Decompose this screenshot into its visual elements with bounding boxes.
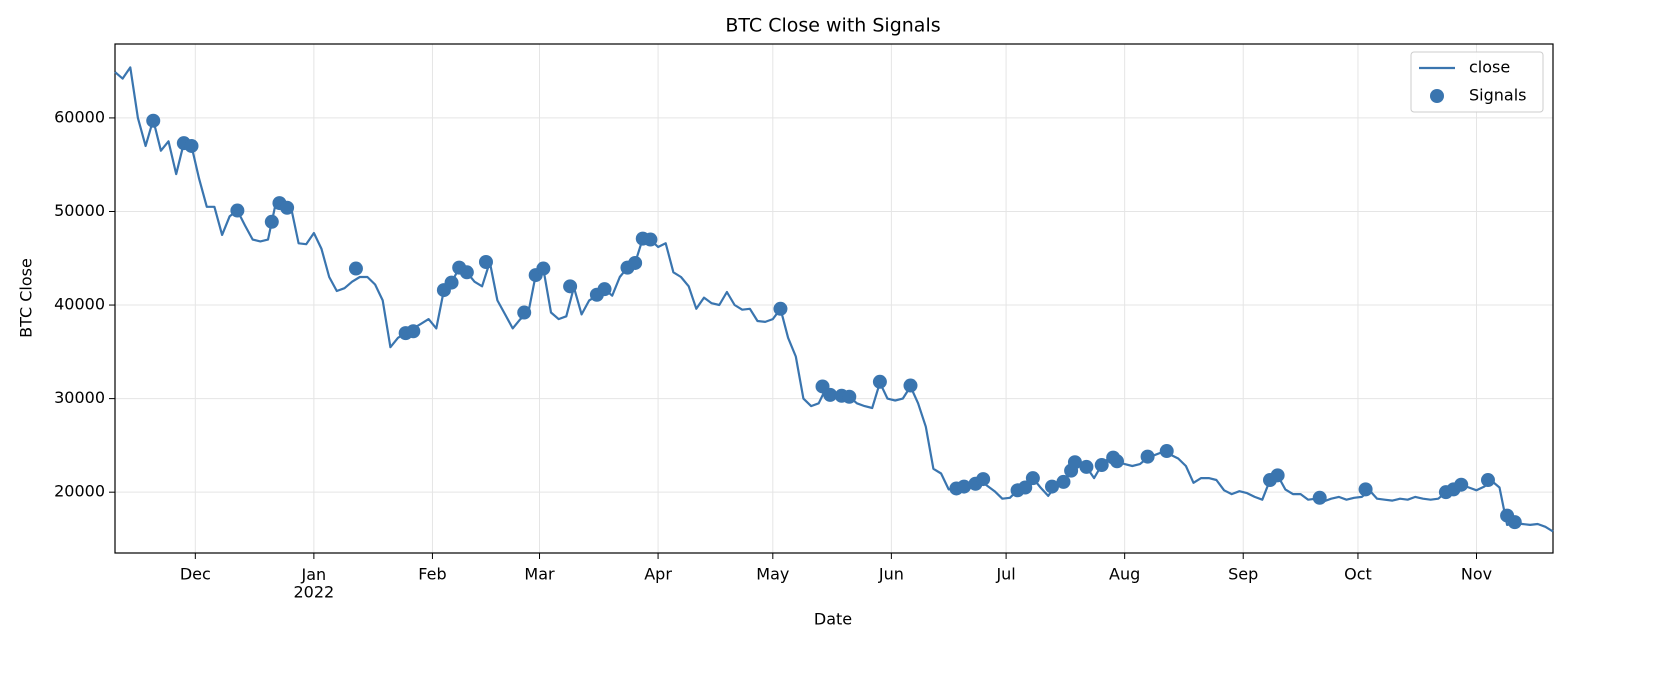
signal-point: [280, 200, 295, 215]
signal-point: [1110, 454, 1125, 469]
price-line: [114, 66, 1554, 533]
y-tick-label: 30000: [54, 388, 105, 407]
x-tick-label: Oct: [1344, 565, 1372, 584]
signal-point: [406, 324, 421, 339]
signal-point: [563, 279, 578, 294]
x-tick-label: Feb: [418, 565, 446, 584]
x-tick-label: Dec: [180, 565, 211, 584]
signal-point: [348, 261, 363, 276]
signal-point: [903, 378, 918, 393]
y-tick-label: 20000: [54, 482, 105, 501]
y-tick-label: 50000: [54, 201, 105, 220]
y-tick-label: 40000: [54, 295, 105, 314]
signal-point: [1270, 468, 1285, 483]
signal-point: [1480, 473, 1495, 488]
legend-label: Signals: [1469, 86, 1526, 105]
x-tick-label: Apr: [644, 565, 672, 584]
x-tick-label: May: [756, 565, 789, 584]
x-tick-label: Jun: [878, 565, 904, 584]
signal-point: [478, 255, 493, 270]
signal-point: [459, 265, 474, 280]
x-axis-label: Date: [814, 610, 852, 629]
signal-point: [1056, 474, 1071, 489]
x-tick-label: Sep: [1228, 565, 1258, 584]
signal-point: [230, 203, 245, 218]
signal-point: [1358, 482, 1373, 497]
signal-point: [1094, 458, 1109, 473]
signal-point: [643, 232, 658, 247]
signal-point: [517, 305, 532, 320]
signal-point: [957, 479, 972, 494]
signal-point: [1067, 455, 1082, 470]
signal-point: [773, 301, 788, 316]
signal-point: [1454, 477, 1469, 492]
signal-point: [1025, 471, 1040, 486]
signal-point: [597, 282, 612, 297]
signal-point: [1312, 490, 1327, 505]
signal-point: [842, 389, 857, 404]
signal-point: [264, 214, 279, 229]
legend-swatch: [1430, 89, 1444, 103]
signal-point: [1507, 515, 1522, 530]
signal-point: [444, 275, 459, 290]
plot-frame: [114, 43, 1554, 554]
signal-point: [1018, 480, 1033, 495]
x-tick-label: Aug: [1109, 565, 1140, 584]
signal-point: [823, 387, 838, 402]
signal-point: [628, 255, 643, 270]
signal-point: [184, 138, 199, 153]
signal-point: [1044, 479, 1059, 494]
signal-point: [872, 374, 887, 389]
chart-title: BTC Close with Signals: [725, 15, 940, 37]
x-tick-label: Nov: [1461, 565, 1492, 584]
signal-point: [1140, 449, 1155, 464]
signal-point: [146, 113, 161, 128]
signal-point: [1159, 444, 1174, 459]
x-tick-label: Jul: [995, 565, 1015, 584]
x-tick-label: Mar: [524, 565, 555, 584]
y-tick-label: 60000: [54, 107, 105, 126]
legend: close Signals: [1410, 51, 1544, 113]
y-axis-label: BTC Close: [17, 258, 36, 338]
signal-point: [1079, 459, 1094, 474]
legend-label: close: [1469, 58, 1510, 77]
signal-point: [536, 261, 551, 276]
x-tick-label: Jan 2022: [294, 565, 335, 602]
signal-point: [976, 472, 991, 487]
